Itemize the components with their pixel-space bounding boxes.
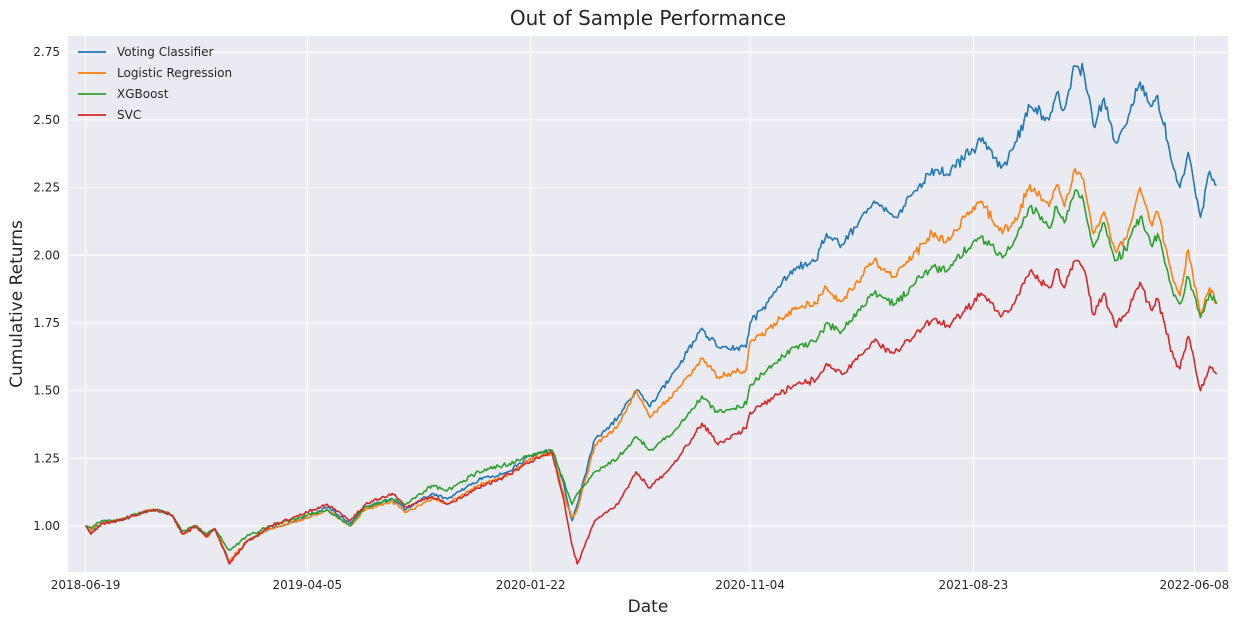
x-tick-label: 2019-04-05 (272, 578, 342, 592)
tick-labels: 1.00 1.25 1.50 1.75 2.00 2.25 2.50 2.75 2018-06-… (33, 45, 1229, 592)
legend-label: SVC (117, 108, 141, 122)
y-tick-label: 2.00 (33, 248, 60, 262)
series-lines (84, 62, 1218, 565)
x-tick-label: 2018-06-19 (51, 578, 121, 592)
legend-label: Voting Classifier (117, 45, 214, 59)
y-tick-label: 1.50 (33, 384, 60, 398)
y-tick-label: 1.00 (33, 519, 60, 533)
series-line-svc (85, 259, 1218, 565)
x-tick-label: 2021-08-23 (938, 578, 1008, 592)
plot-area (68, 36, 1228, 572)
y-tick-label: 2.50 (33, 113, 60, 127)
legend-label: Logistic Regression (117, 66, 232, 80)
y-tick-label: 2.25 (33, 181, 60, 195)
legend: Voting Classifier Logistic Regression XGBo… (78, 45, 232, 122)
legend-label: XGBoost (117, 87, 169, 101)
series-line-logistic-regression (85, 167, 1218, 562)
y-axis-label: Cumulative Returns (7, 220, 27, 388)
y-tick-label: 2.75 (33, 45, 60, 59)
x-tick-label: 2022-06-08 (1159, 578, 1229, 592)
y-tick-label: 1.25 (33, 451, 60, 465)
x-tick-label: 2020-01-22 (496, 578, 566, 592)
chart-title: Out of Sample Performance (510, 6, 786, 30)
y-tick-label: 1.75 (33, 316, 60, 330)
x-tick-label: 2020-11-04 (715, 578, 785, 592)
x-axis-label: Date (628, 597, 669, 617)
